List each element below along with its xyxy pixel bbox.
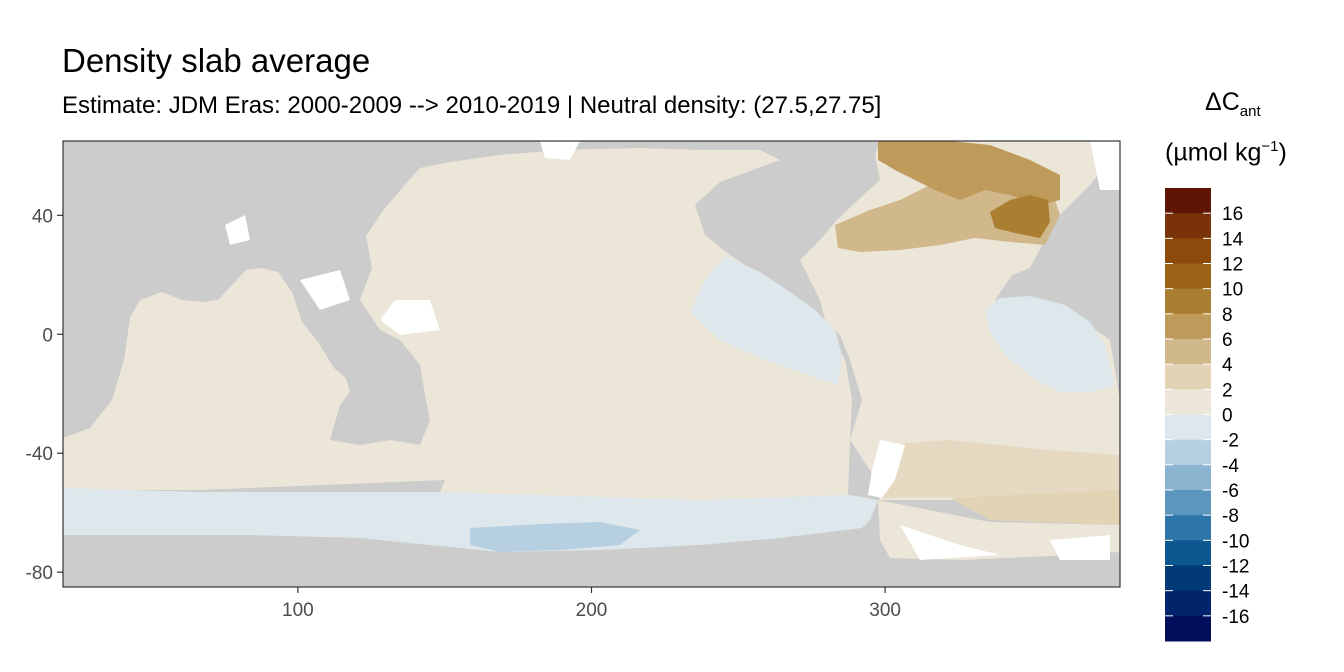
legend-label: -4 xyxy=(1222,456,1239,477)
legend-label: 0 xyxy=(1222,406,1233,427)
legend-swatch xyxy=(1165,389,1211,415)
legend-swatch xyxy=(1165,288,1211,315)
legend-label: 4 xyxy=(1222,355,1233,376)
south-atlantic-band xyxy=(880,440,1120,498)
chart-subtitle: Estimate: JDM Eras: 2000-2009 --> 2010-2… xyxy=(62,92,882,119)
north-atlantic-subpolar xyxy=(878,141,1060,205)
pacific-ocean xyxy=(360,148,852,500)
legend-label: 8 xyxy=(1222,305,1233,326)
northeast-atlantic-max xyxy=(990,195,1050,238)
south-atlantic-bottom xyxy=(950,490,1120,525)
legend-swatch xyxy=(1165,490,1211,516)
eastern-tropical-pacific xyxy=(690,256,842,385)
southern-ocean xyxy=(63,488,878,552)
legend-label: -2 xyxy=(1222,431,1239,452)
legend-swatch xyxy=(1165,615,1211,642)
legend-label: 6 xyxy=(1222,330,1233,351)
legend-units-text: (µmol kg xyxy=(1165,138,1262,167)
legend-swatch xyxy=(1165,464,1211,491)
legend-swatch xyxy=(1165,263,1211,290)
legend-label: -6 xyxy=(1222,481,1239,502)
tropical-atlantic xyxy=(985,296,1115,392)
legend-label: 16 xyxy=(1222,204,1243,225)
legend-swatch xyxy=(1165,339,1211,365)
legend-swatch xyxy=(1165,590,1211,617)
legend-label: 2 xyxy=(1222,380,1233,401)
legend-label: 12 xyxy=(1222,255,1243,276)
indian-ocean xyxy=(63,268,445,490)
map-panel xyxy=(63,141,1120,587)
antarctic-margin xyxy=(470,522,640,552)
legend-swatch xyxy=(1165,439,1211,466)
legend-units: (µmol kg−1) xyxy=(1165,138,1287,167)
legend-label: -16 xyxy=(1222,607,1249,628)
legend-units-superscript: −1 xyxy=(1261,138,1279,155)
x-tick-label: 100 xyxy=(282,600,314,621)
legend-swatch xyxy=(1165,540,1211,566)
legend-swatch xyxy=(1165,213,1211,239)
legend-swatch xyxy=(1165,313,1211,340)
legend-label: 10 xyxy=(1222,280,1243,301)
legend-label: -10 xyxy=(1222,531,1249,552)
chart-title: Density slab average xyxy=(62,42,371,79)
legend-title: ΔCant xyxy=(1205,88,1261,120)
legend-swatch xyxy=(1165,565,1211,592)
no-data-patches xyxy=(225,141,1120,560)
legend-label: -12 xyxy=(1222,557,1249,578)
x-tick-label: 300 xyxy=(869,600,901,621)
legend-label: -8 xyxy=(1222,506,1239,527)
y-tick-label: -80 xyxy=(26,563,53,584)
legend-colorbar: 16 14 12 10 8 6 4 2 0 -2 -4 -6 -8 -10 -12 -14 -16 xyxy=(1165,188,1250,642)
legend-label: 14 xyxy=(1222,229,1244,250)
legend-units-close: ) xyxy=(1278,138,1287,167)
legend-swatch xyxy=(1165,188,1211,214)
legend-swatch xyxy=(1165,364,1211,390)
legend-title-symbol: ΔC xyxy=(1205,88,1240,116)
legend-swatch xyxy=(1165,515,1211,541)
legend-swatch xyxy=(1165,414,1211,441)
x-tick-label: 200 xyxy=(576,600,608,621)
y-tick-label: 40 xyxy=(32,206,53,227)
legend-swatch xyxy=(1165,238,1211,264)
y-tick-label: -40 xyxy=(26,444,53,465)
y-tick-label: 0 xyxy=(42,325,53,346)
legend-label: -14 xyxy=(1222,582,1250,603)
legend-title-subscript: ant xyxy=(1239,103,1261,120)
